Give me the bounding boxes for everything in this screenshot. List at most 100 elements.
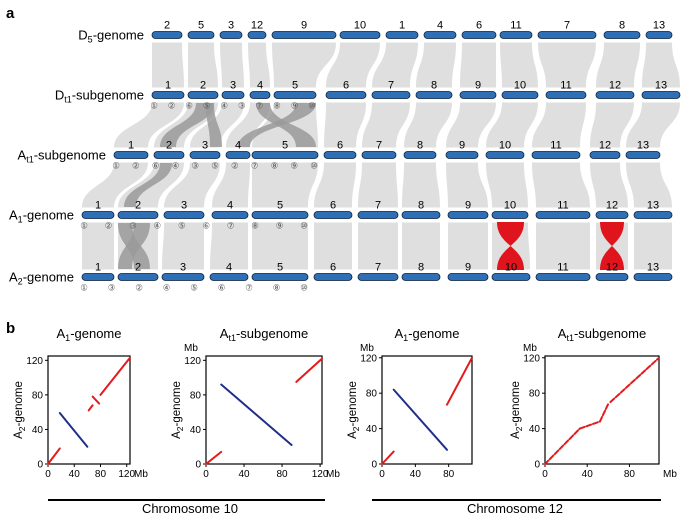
chromosome-bar bbox=[491, 211, 529, 219]
region-marker: ③ bbox=[108, 283, 116, 293]
genome-label: A1-genome bbox=[9, 208, 74, 225]
synteny-ribbon bbox=[538, 42, 596, 88]
y-axis-label: A2-genome bbox=[171, 381, 185, 439]
chromosome-label: 10 bbox=[505, 262, 517, 274]
chromosome-bar bbox=[113, 151, 149, 159]
chromosome-bar bbox=[491, 273, 531, 281]
region-marker: ② bbox=[135, 283, 143, 293]
chromosome-bar bbox=[401, 273, 441, 281]
chromosome-label: 4 bbox=[226, 262, 232, 274]
chromosome-label: 7 bbox=[375, 200, 381, 212]
chromosome-bar bbox=[325, 91, 367, 99]
chromosome-bar bbox=[81, 273, 115, 281]
highlighted-ribbons bbox=[118, 103, 624, 270]
chromosome-label: 3 bbox=[181, 200, 187, 212]
rearranged-ribbon bbox=[256, 103, 316, 147]
synteny-ribbon bbox=[188, 42, 218, 88]
chromosome-label: 1 bbox=[165, 80, 171, 92]
x-tick-label: 40 bbox=[69, 469, 81, 480]
synteny-ribbon bbox=[248, 42, 270, 88]
chromosome-bar bbox=[485, 151, 525, 159]
synteny-ribbon bbox=[402, 222, 440, 270]
chromosome-bar bbox=[189, 151, 221, 159]
synteny-segment bbox=[544, 427, 581, 465]
chromosome-label: 8 bbox=[417, 140, 423, 152]
x-tick-label: 0 bbox=[45, 469, 51, 480]
synteny-ribbon bbox=[460, 42, 496, 88]
chromosome-label: 1 bbox=[95, 200, 101, 212]
synteny-ribbon bbox=[532, 162, 590, 208]
region-marker: ① bbox=[80, 221, 88, 231]
chromosome-label: 7 bbox=[388, 80, 394, 92]
synteny-ribbon bbox=[114, 102, 184, 148]
chromosome-label: 2 bbox=[135, 200, 141, 212]
synteny-ribbon bbox=[358, 222, 398, 270]
synteny-segment bbox=[392, 388, 448, 451]
synteny-ribbon bbox=[162, 222, 204, 270]
chromosome-label: 12 bbox=[609, 80, 621, 92]
x-tick-label: 120 bbox=[312, 469, 329, 480]
synteny-ribbon bbox=[626, 102, 680, 148]
panel-a-letter: a bbox=[6, 5, 15, 22]
chromosome-bar bbox=[117, 211, 159, 219]
region-marker: ③ bbox=[129, 221, 137, 231]
chromosome-label: 11 bbox=[560, 80, 571, 92]
chromosome-bar bbox=[447, 211, 489, 219]
y-tick-label: 120 bbox=[184, 356, 201, 367]
chromosome-bar bbox=[499, 31, 533, 39]
chromosome-label: 9 bbox=[475, 80, 481, 92]
region-marker: ④ bbox=[154, 221, 162, 231]
chromosome-bar bbox=[151, 31, 183, 39]
chromosome-bar bbox=[209, 273, 249, 281]
chromosome-label: 5 bbox=[198, 20, 204, 32]
y-tick-label: 40 bbox=[32, 425, 44, 436]
chromosome-label: 13 bbox=[655, 80, 667, 92]
synteny-ribbon bbox=[152, 42, 184, 88]
chromosome-label: 3 bbox=[180, 262, 186, 274]
synteny-ribbon bbox=[626, 162, 672, 208]
chromosome-bar bbox=[273, 91, 317, 99]
y-tick-label: 120 bbox=[523, 353, 540, 364]
chromosome-label: 2 bbox=[200, 80, 206, 92]
synteny-segment bbox=[446, 356, 473, 406]
y-unit-label: Mb bbox=[523, 343, 537, 354]
region-marker: ① bbox=[150, 101, 158, 111]
inversion-ribbon bbox=[600, 222, 624, 270]
synteny-ribbon bbox=[82, 162, 148, 208]
region-marker: ⑨ bbox=[276, 221, 284, 231]
plot-title: A1-genome bbox=[57, 326, 122, 343]
region-marker: ⑩ bbox=[300, 221, 308, 231]
chromosome-bar bbox=[313, 211, 353, 219]
chromosome-bar bbox=[461, 31, 497, 39]
plot-title: At1-subgenome bbox=[220, 326, 308, 343]
chromosome-bar bbox=[117, 273, 159, 281]
chromosome-label: 2 bbox=[135, 262, 141, 274]
chromosome-label: 6 bbox=[330, 200, 336, 212]
chromosome-label: 10 bbox=[504, 200, 516, 212]
genome-label: A2-genome bbox=[9, 270, 74, 287]
chromosome-bar bbox=[401, 211, 441, 219]
chromosome-bar bbox=[603, 31, 641, 39]
synteny-segment bbox=[91, 395, 101, 405]
synteny-ribbon bbox=[642, 42, 680, 88]
chromosome-12-caption: Chromosome 12 bbox=[467, 501, 563, 515]
chromosome-bar bbox=[251, 211, 309, 219]
chromosome-label: 5 bbox=[277, 200, 283, 212]
y-tick-label: 0 bbox=[371, 460, 377, 471]
chromosome-bar bbox=[219, 31, 243, 39]
chromosome-bar bbox=[221, 91, 245, 99]
chromosome-bar bbox=[211, 211, 249, 219]
region-marker: ⑦ bbox=[245, 283, 253, 293]
region-marker: ⑩ bbox=[300, 283, 308, 293]
chromosome-bar bbox=[535, 273, 591, 281]
y-tick-label: 0 bbox=[534, 460, 540, 471]
synteny-segment bbox=[99, 356, 131, 396]
chromosome-label: 9 bbox=[465, 262, 471, 274]
chromosome-bar bbox=[151, 91, 185, 99]
synteny-ribbon bbox=[448, 222, 488, 270]
chromosome-label: 10 bbox=[514, 80, 526, 92]
synteny-ribbon bbox=[314, 222, 352, 270]
chromosome-label: 5 bbox=[292, 80, 298, 92]
